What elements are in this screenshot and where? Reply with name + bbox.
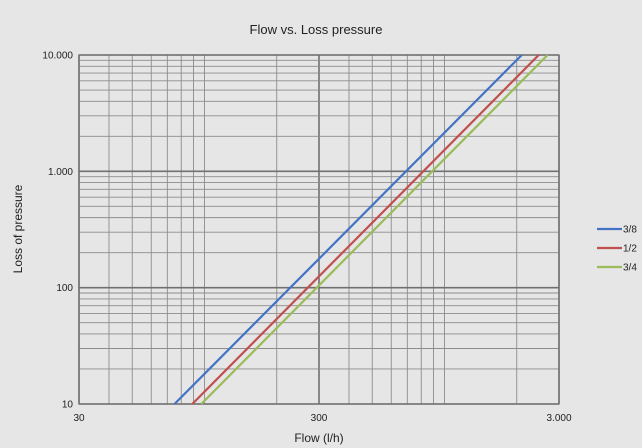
plot-border <box>78 54 560 405</box>
legend: 3/8 1/2 3/4 <box>597 225 637 274</box>
series-line-2 <box>191 54 540 405</box>
x-tick-label: 30 <box>73 413 85 424</box>
y-tick-label: 10 <box>62 400 74 411</box>
legend-label-2: 1/2 <box>623 244 637 255</box>
series-line-1 <box>173 54 523 405</box>
x-axis-title: Flow (l/h) <box>294 431 343 445</box>
x-tick-label: 300 <box>311 413 328 424</box>
x-tick-labels: 30 300 3.000 <box>73 413 572 424</box>
series-lines <box>173 54 549 405</box>
chart-title: Flow vs. Loss pressure <box>250 22 383 37</box>
x-tick-label: 3.000 <box>546 413 571 424</box>
y-tick-label: 1.000 <box>48 167 73 178</box>
y-tick-label: 100 <box>56 283 73 294</box>
series-line-3 <box>200 54 549 405</box>
grid <box>78 54 560 405</box>
y-tick-label: 10.000 <box>42 51 73 62</box>
y-axis-title: Loss of pressure <box>11 184 25 273</box>
legend-label-1: 3/8 <box>623 225 637 236</box>
legend-label-3: 3/4 <box>623 263 637 274</box>
y-tick-labels: 10 100 1.000 10.000 <box>42 51 73 411</box>
